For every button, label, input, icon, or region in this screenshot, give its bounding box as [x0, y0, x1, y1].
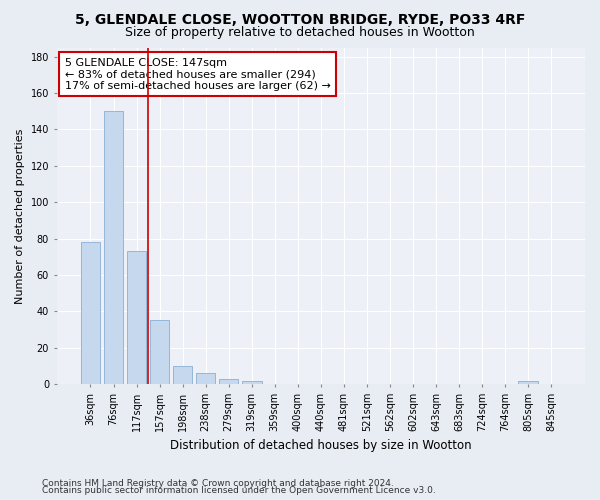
Bar	[242, 380, 262, 384]
Y-axis label: Number of detached properties: Number of detached properties	[15, 128, 25, 304]
Bar	[104, 111, 124, 384]
Bar	[81, 242, 100, 384]
Text: 5 GLENDALE CLOSE: 147sqm
← 83% of detached houses are smaller (294)
17% of semi-: 5 GLENDALE CLOSE: 147sqm ← 83% of detach…	[65, 58, 331, 91]
Bar	[173, 366, 193, 384]
Text: Contains public sector information licensed under the Open Government Licence v3: Contains public sector information licen…	[42, 486, 436, 495]
X-axis label: Distribution of detached houses by size in Wootton: Distribution of detached houses by size …	[170, 440, 472, 452]
Bar	[127, 252, 146, 384]
Bar	[518, 380, 538, 384]
Text: Contains HM Land Registry data © Crown copyright and database right 2024.: Contains HM Land Registry data © Crown c…	[42, 478, 394, 488]
Bar	[196, 373, 215, 384]
Bar	[219, 378, 238, 384]
Bar	[150, 320, 169, 384]
Text: Size of property relative to detached houses in Wootton: Size of property relative to detached ho…	[125, 26, 475, 39]
Text: 5, GLENDALE CLOSE, WOOTTON BRIDGE, RYDE, PO33 4RF: 5, GLENDALE CLOSE, WOOTTON BRIDGE, RYDE,…	[75, 12, 525, 26]
